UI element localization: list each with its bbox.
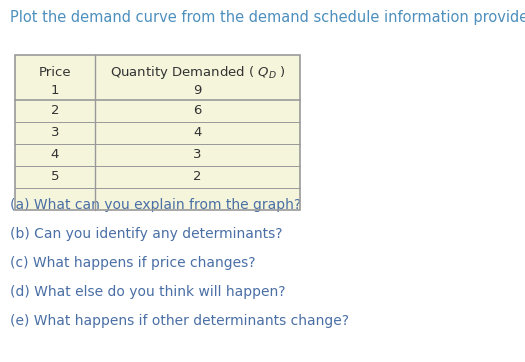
Bar <box>15 55 300 210</box>
Text: Quantity Demanded ( $Q_D$ ): Quantity Demanded ( $Q_D$ ) <box>110 64 286 81</box>
Text: (e) What happens if other determinants change?: (e) What happens if other determinants c… <box>10 314 349 328</box>
Text: (c) What happens if price changes?: (c) What happens if price changes? <box>10 256 256 270</box>
Text: (d) What else do you think will happen?: (d) What else do you think will happen? <box>10 285 286 299</box>
Text: Price: Price <box>39 66 71 79</box>
Text: (a) What can you explain from the graph?: (a) What can you explain from the graph? <box>10 198 301 212</box>
Text: 4: 4 <box>193 126 202 139</box>
Text: Plot the demand curve from the demand schedule information provided.: Plot the demand curve from the demand sc… <box>10 10 525 25</box>
Text: (b) Can you identify any determinants?: (b) Can you identify any determinants? <box>10 227 282 241</box>
Text: 1: 1 <box>51 84 59 97</box>
Text: 2: 2 <box>51 105 59 118</box>
Bar <box>15 55 300 210</box>
Text: 3: 3 <box>193 148 202 161</box>
Text: 6: 6 <box>193 105 202 118</box>
Text: 5: 5 <box>51 171 59 184</box>
Text: 2: 2 <box>193 171 202 184</box>
Text: 3: 3 <box>51 126 59 139</box>
Text: 4: 4 <box>51 148 59 161</box>
Text: 9: 9 <box>193 84 202 97</box>
